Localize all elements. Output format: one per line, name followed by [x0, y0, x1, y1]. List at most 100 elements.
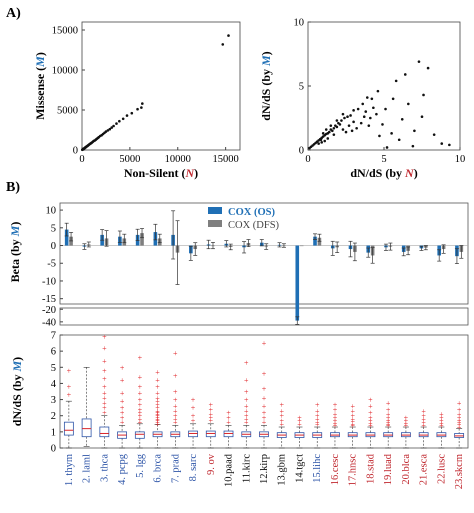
outlier-marker: +	[439, 417, 444, 426]
outlier-marker: +	[439, 419, 444, 428]
y-tick-label: 0	[299, 146, 304, 157]
outlier-marker: +	[350, 412, 355, 421]
data-point	[432, 133, 436, 136]
data-point	[352, 109, 355, 112]
outlier-marker: +	[102, 383, 107, 392]
outlier-marker: +	[209, 410, 214, 419]
category-label: 7. prad	[170, 453, 181, 483]
outlier-marker: +	[457, 421, 462, 430]
outlier-marker: +	[102, 367, 107, 376]
outlier-marker: +	[191, 412, 196, 421]
outlier-marker: +	[279, 417, 284, 426]
category-label: 19.luad	[383, 453, 394, 485]
data-point	[370, 97, 374, 101]
data-point	[321, 132, 325, 135]
outlier-marker: +	[120, 376, 125, 385]
data-point	[341, 128, 345, 131]
outlier-marker: +	[120, 389, 125, 398]
outlier-marker: +	[279, 400, 284, 409]
outlier-marker: +	[244, 407, 249, 416]
x-tick-label: 5	[381, 154, 386, 165]
bar	[313, 236, 317, 246]
data-point	[141, 102, 144, 105]
data-point	[350, 129, 354, 133]
outlier-marker: +	[173, 418, 178, 427]
data-point	[422, 93, 425, 97]
data-point	[112, 124, 115, 128]
data-point	[391, 97, 395, 101]
outlier-marker: +	[155, 394, 160, 403]
data-point	[378, 134, 381, 138]
outlier-marker: +	[262, 413, 267, 422]
data-point	[344, 130, 348, 134]
outlier-marker: +	[244, 415, 249, 424]
data-point	[417, 60, 421, 63]
outlier-marker: +	[350, 415, 355, 424]
outlier-marker: +	[155, 368, 160, 377]
y-tick-label: 2	[51, 411, 56, 422]
outlier-marker: +	[457, 423, 462, 432]
category-label: 17.hnsc	[348, 454, 359, 487]
data-point	[381, 123, 384, 126]
outlier-marker: +	[386, 421, 391, 430]
data-point	[329, 128, 333, 131]
outlier-marker: +	[191, 396, 196, 405]
outlier-marker: +	[333, 419, 338, 428]
outlier-marker: +	[457, 418, 462, 427]
y-tick-label: -20	[42, 305, 56, 316]
bar	[299, 245, 304, 247]
box	[63, 421, 74, 436]
legend-swatch	[208, 207, 222, 214]
outlier-marker: +	[262, 370, 267, 379]
data-point	[340, 119, 343, 122]
outlier-marker: +	[244, 396, 249, 405]
data-point	[332, 133, 336, 136]
outlier-marker: +	[173, 415, 178, 424]
legend-label: COX (DFS)	[228, 220, 280, 231]
plot-frame-lower	[59, 307, 469, 326]
y-tick-label: 1	[51, 427, 56, 438]
data-point	[440, 142, 444, 145]
outlier-marker: +	[102, 408, 107, 417]
data-point	[367, 124, 371, 127]
outlier-marker: +	[173, 412, 178, 421]
y-tick-label: 5	[51, 363, 56, 374]
outlier-marker: +	[102, 389, 107, 398]
outlier-marker: +	[262, 339, 267, 348]
outlier-marker: +	[155, 376, 160, 385]
category-label: 4. pcpg	[117, 453, 128, 485]
outlier-marker: +	[315, 407, 320, 416]
outlier-marker: +	[404, 417, 409, 426]
outlier-marker: +	[262, 394, 267, 403]
outlier-marker: +	[102, 344, 107, 353]
data-point	[221, 43, 225, 46]
outlier-marker: +	[315, 400, 320, 409]
outlier-marker: +	[439, 421, 444, 430]
outlier-marker: +	[244, 388, 249, 397]
outlier-marker: +	[368, 402, 373, 411]
data-point	[411, 144, 415, 148]
outlier-marker: +	[386, 399, 391, 408]
outlier-marker: +	[368, 421, 373, 430]
outlier-marker: +	[421, 421, 426, 430]
outlier-marker: +	[155, 410, 160, 419]
panel-label-b: B)	[6, 180, 20, 195]
outlier-marker: +	[350, 407, 355, 416]
bar-chart-beta: 10 5 0 -5 -10 -15-20-40 COX (OS) COX (DFS) Beta …	[8, 202, 469, 328]
data-point	[227, 34, 230, 37]
outlier-marker: +	[155, 389, 160, 398]
outlier-marker: +	[386, 416, 391, 425]
data-point	[352, 120, 355, 124]
outlier-marker: +	[244, 358, 249, 367]
outlier-marker: +	[333, 421, 338, 430]
outlier-marker: +	[120, 397, 125, 406]
data-point	[324, 128, 328, 131]
data-point	[448, 143, 451, 147]
data-point	[329, 124, 333, 127]
y-tick-label: 7	[51, 331, 56, 342]
bar	[317, 237, 322, 246]
outlier-marker: +	[386, 420, 391, 429]
data-point	[108, 127, 112, 131]
outlier-marker: +	[404, 419, 409, 428]
data-point	[362, 115, 366, 119]
